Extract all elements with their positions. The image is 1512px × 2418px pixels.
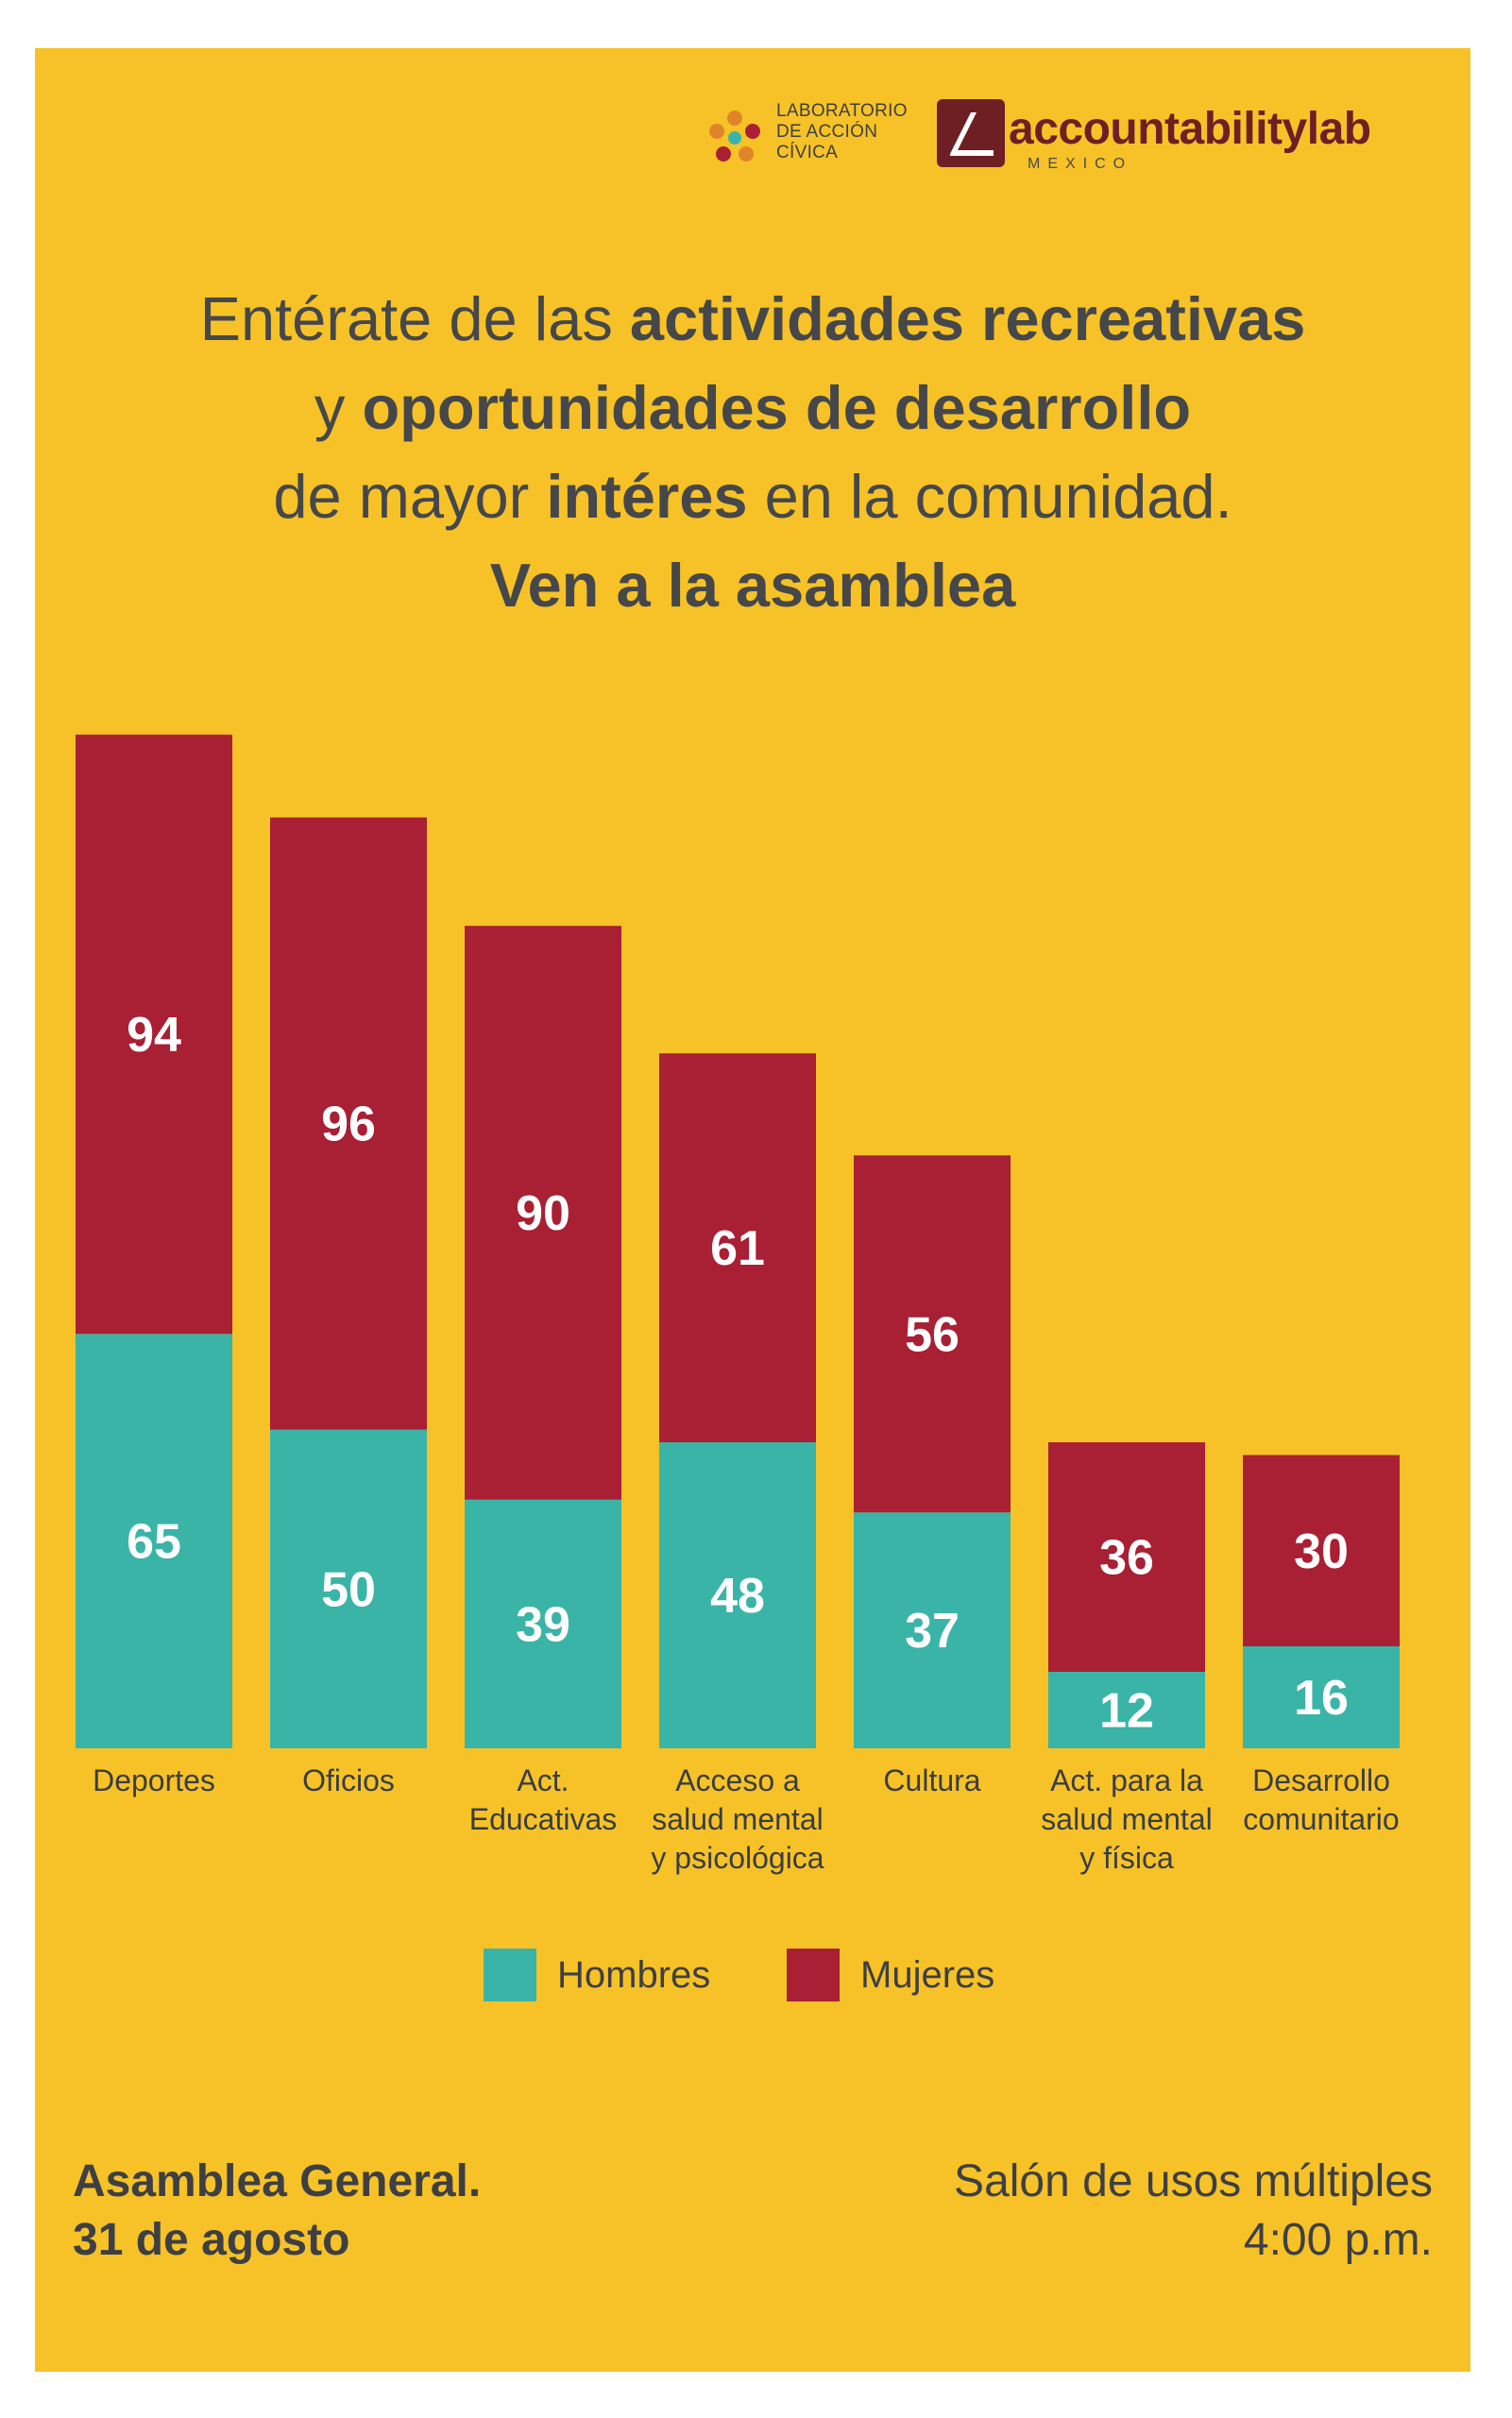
category-label: Deportes (93, 1763, 215, 1797)
bar-mujeres (1243, 1455, 1400, 1646)
bar-hombres (1048, 1672, 1205, 1748)
chart-legend: Hombres Mujeres (35, 1947, 1470, 2003)
bar-hombres (465, 1499, 621, 1748)
headline-line-2: y oportunidades de desarrollo (35, 364, 1470, 452)
category-label: Act. para la salud mental y física (1041, 1763, 1212, 1875)
legend-label-hombres: Hombres (557, 1954, 711, 1996)
bar-mujeres (1048, 1442, 1205, 1672)
data-label-mujeres: 56 (905, 1307, 960, 1362)
data-label-mujeres: 90 (516, 1186, 570, 1241)
poster: LABORATORIO DE ACCIÓN CÍVICA accountabil… (35, 48, 1470, 2372)
headline-emphasis: oportunidades de desarrollo (362, 373, 1192, 442)
category-label: Act. Educativas (469, 1763, 618, 1836)
event-info: Asamblea General. 31 de agosto (73, 2153, 481, 2270)
data-label-mujeres: 36 (1099, 1531, 1154, 1586)
data-label-mujeres: 30 (1294, 1524, 1349, 1579)
legend-label-mujeres: Mujeres (860, 1954, 995, 1996)
event-venue: Salón de usos múltiples (954, 2156, 1433, 2206)
bar-hombres (854, 1512, 1011, 1748)
accountability-lab-logo: accountabilitylab MEXICO (937, 97, 1428, 179)
headline: Entérate de las actividades recreativas … (35, 275, 1470, 630)
category-label: Acceso a salud mental y psicológica (651, 1763, 824, 1875)
data-label-hombres: 48 (710, 1569, 765, 1624)
civic-lab-flower-icon (709, 111, 760, 162)
data-label-hombres: 39 (516, 1597, 570, 1652)
bar-mujeres (76, 734, 232, 1335)
headline-line-1: Entérate de las actividades recreativas (35, 275, 1470, 364)
event-location: Salón de usos múltiples 4:00 p.m. (954, 2153, 1433, 2270)
headline-line-4: Ven a la asamblea (35, 541, 1470, 630)
event-date: 31 de agosto (73, 2215, 350, 2265)
data-label-hombres: 65 (127, 1515, 181, 1570)
category-label: Oficios (302, 1763, 395, 1797)
lac-line: LABORATORIO (776, 101, 908, 121)
headline-text: en la comunidad. (747, 462, 1232, 531)
lac-line: DE ACCIÓN (776, 122, 878, 142)
accountability-lab-mark-icon (937, 99, 1005, 167)
data-label-mujeres: 94 (127, 1008, 181, 1063)
headline-line-3: de mayor intéres en la comunidad. (35, 452, 1470, 541)
bar-mujeres (854, 1155, 1011, 1513)
category-label: Cultura (883, 1763, 980, 1797)
laboratorio-accion-civica-wordmark: LABORATORIO DE ACCIÓN CÍVICA (776, 101, 908, 163)
accountability-lab-wordmark: accountabilitylab (1009, 104, 1371, 154)
data-label-hombres: 37 (905, 1604, 960, 1659)
bar-mujeres (659, 1053, 816, 1442)
bar-hombres (270, 1429, 427, 1748)
event-title: Asamblea General. (73, 2156, 482, 2206)
headline-emphasis: intéres (546, 462, 748, 531)
event-time: 4:00 p.m. (1243, 2215, 1433, 2265)
bar-hombres (1243, 1646, 1400, 1748)
data-label-mujeres: 96 (321, 1098, 376, 1152)
headline-text: de mayor (273, 462, 547, 531)
legend-swatch-hombres (484, 1949, 536, 2001)
headline-text: Entérate de las (199, 284, 630, 353)
headline-emphasis: Ven a la asamblea (489, 551, 1016, 620)
data-label-hombres: 16 (1294, 1671, 1349, 1726)
bar-hombres (76, 1334, 232, 1748)
accountability-lab-country: MEXICO (1028, 156, 1133, 172)
bar-mujeres (465, 926, 621, 1500)
bar-mujeres (270, 817, 427, 1430)
headline-text: y (314, 373, 363, 442)
stacked-bar-chart: 65 94 Deportes 50 96 Oficios 39 90 Act. Educativa… (76, 734, 1400, 1875)
headline-emphasis: actividades recreativas (629, 284, 1306, 353)
data-label-mujeres: 61 (710, 1221, 765, 1276)
bar-hombres (659, 1442, 816, 1748)
laboratorio-accion-civica-logo: LABORATORIO DE ACCIÓN CÍVICA (704, 97, 921, 173)
data-label-hombres: 50 (321, 1562, 376, 1617)
lac-line: CÍVICA (776, 143, 839, 162)
legend-swatch-mujeres (787, 1949, 840, 2001)
category-label: Desarrollo comunitario (1243, 1763, 1399, 1836)
data-label-hombres: 12 (1099, 1684, 1154, 1739)
